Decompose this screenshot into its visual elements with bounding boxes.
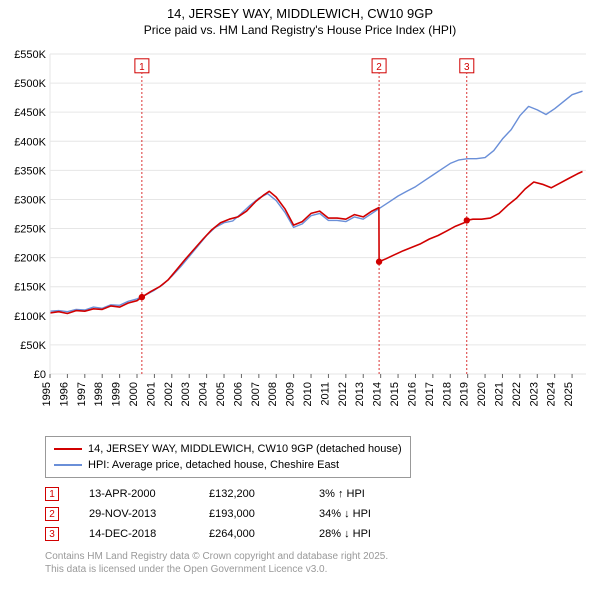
y-tick-label: £0 <box>34 369 46 381</box>
x-tick-label: 2007 <box>250 382 262 406</box>
series-line-blue <box>50 91 583 312</box>
y-tick-label: £100K <box>14 311 46 323</box>
marker-row: 3 14-DEC-2018£264,00028% ↓ HPI <box>45 524 439 544</box>
marker-date: 13-APR-2000 <box>89 488 209 500</box>
marker-number: 2 <box>45 507 59 521</box>
x-tick-label: 2001 <box>145 382 157 406</box>
x-tick-label: 2016 <box>406 382 418 406</box>
marker-row: 2 29-NOV-2013£193,00034% ↓ HPI <box>45 504 439 524</box>
x-tick-label: 2017 <box>424 382 436 406</box>
y-tick-label: £450K <box>14 107 46 119</box>
marker-row: 1 13-APR-2000£132,2003% ↑ HPI <box>45 484 439 504</box>
x-tick-label: 1999 <box>111 382 123 406</box>
chart-title: 14, JERSEY WAY, MIDDLEWICH, CW10 9GP <box>0 6 600 21</box>
x-tick-label: 2008 <box>267 382 279 406</box>
marker-price: £132,200 <box>209 488 319 500</box>
marker-price: £264,000 <box>209 528 319 540</box>
y-tick-label: £550K <box>14 49 46 61</box>
line-chart-svg: £0 £50K £100K £150K £200K £250K £300K £350K £400… <box>8 44 592 424</box>
legend-label: HPI: Average price, detached house, Ches… <box>88 459 339 471</box>
y-tick-label: £250K <box>14 224 46 236</box>
footer-line2: This data is licensed under the Open Gov… <box>45 563 388 576</box>
marker-delta: 34% ↓ HPI <box>319 508 439 520</box>
marker-flag: 2 <box>376 62 382 73</box>
x-tick-label: 1998 <box>93 382 105 406</box>
x-tick-label: 2011 <box>319 382 331 406</box>
x-tick-label: 2003 <box>180 382 192 406</box>
legend-item: HPI: Average price, detached house, Ches… <box>54 457 402 473</box>
x-tick-label: 2023 <box>528 382 540 406</box>
marker-table: 1 13-APR-2000£132,2003% ↑ HPI 2 29-NOV-2013… <box>45 484 439 544</box>
marker-price: £193,000 <box>209 508 319 520</box>
legend: 14, JERSEY WAY, MIDDLEWICH, CW10 9GP (de… <box>45 436 411 478</box>
x-tick-label: 2006 <box>232 382 244 406</box>
legend-swatch <box>54 464 82 466</box>
footer-attribution: Contains HM Land Registry data © Crown c… <box>45 550 388 576</box>
x-tick-label: 2009 <box>285 382 297 406</box>
marker-number: 3 <box>45 527 59 541</box>
marker-flag: 1 <box>139 62 145 73</box>
y-tick-label: £300K <box>14 194 46 206</box>
y-tick-label: £500K <box>14 78 46 90</box>
chart-area: £0 £50K £100K £150K £200K £250K £300K £350K £400… <box>8 44 592 424</box>
x-tick-label: 2025 <box>563 382 575 406</box>
x-tick-label: 2020 <box>476 382 488 406</box>
marker-date: 29-NOV-2013 <box>89 508 209 520</box>
x-tick-label: 2018 <box>441 382 453 406</box>
x-tick-label: 2004 <box>198 382 210 406</box>
y-tick-label: £200K <box>14 253 46 265</box>
x-tick-label: 2005 <box>215 382 227 406</box>
x-tick-label: 2010 <box>302 382 314 406</box>
y-tick-label: £350K <box>14 165 46 177</box>
marker-number: 1 <box>45 487 59 501</box>
legend-item: 14, JERSEY WAY, MIDDLEWICH, CW10 9GP (de… <box>54 441 402 457</box>
x-tick-label: 2019 <box>459 382 471 406</box>
legend-swatch <box>54 448 82 450</box>
y-tick-label: £400K <box>14 136 46 148</box>
x-tick-label: 2022 <box>511 382 523 406</box>
x-tick-label: 2015 <box>389 382 401 406</box>
x-tick-label: 2024 <box>546 382 558 406</box>
footer-line1: Contains HM Land Registry data © Crown c… <box>45 550 388 563</box>
marker-flag: 3 <box>464 62 470 73</box>
x-tick-label: 2002 <box>163 382 175 406</box>
y-tick-label: £50K <box>20 340 46 352</box>
chart-subtitle: Price paid vs. HM Land Registry's House … <box>0 23 600 37</box>
marker-date: 14-DEC-2018 <box>89 528 209 540</box>
marker-delta: 28% ↓ HPI <box>319 528 439 540</box>
series-line-red <box>50 172 583 314</box>
x-tick-label: 1995 <box>41 382 53 406</box>
x-tick-label: 2021 <box>493 382 505 406</box>
marker-delta: 3% ↑ HPI <box>319 488 439 500</box>
x-tick-label: 1997 <box>76 382 88 406</box>
x-tick-label: 2014 <box>372 382 384 406</box>
y-tick-label: £150K <box>14 282 46 294</box>
x-tick-label: 2000 <box>128 382 140 406</box>
legend-label: 14, JERSEY WAY, MIDDLEWICH, CW10 9GP (de… <box>88 443 402 455</box>
x-tick-label: 1996 <box>58 382 70 406</box>
x-tick-label: 2013 <box>354 382 366 406</box>
x-tick-label: 2012 <box>337 382 349 406</box>
